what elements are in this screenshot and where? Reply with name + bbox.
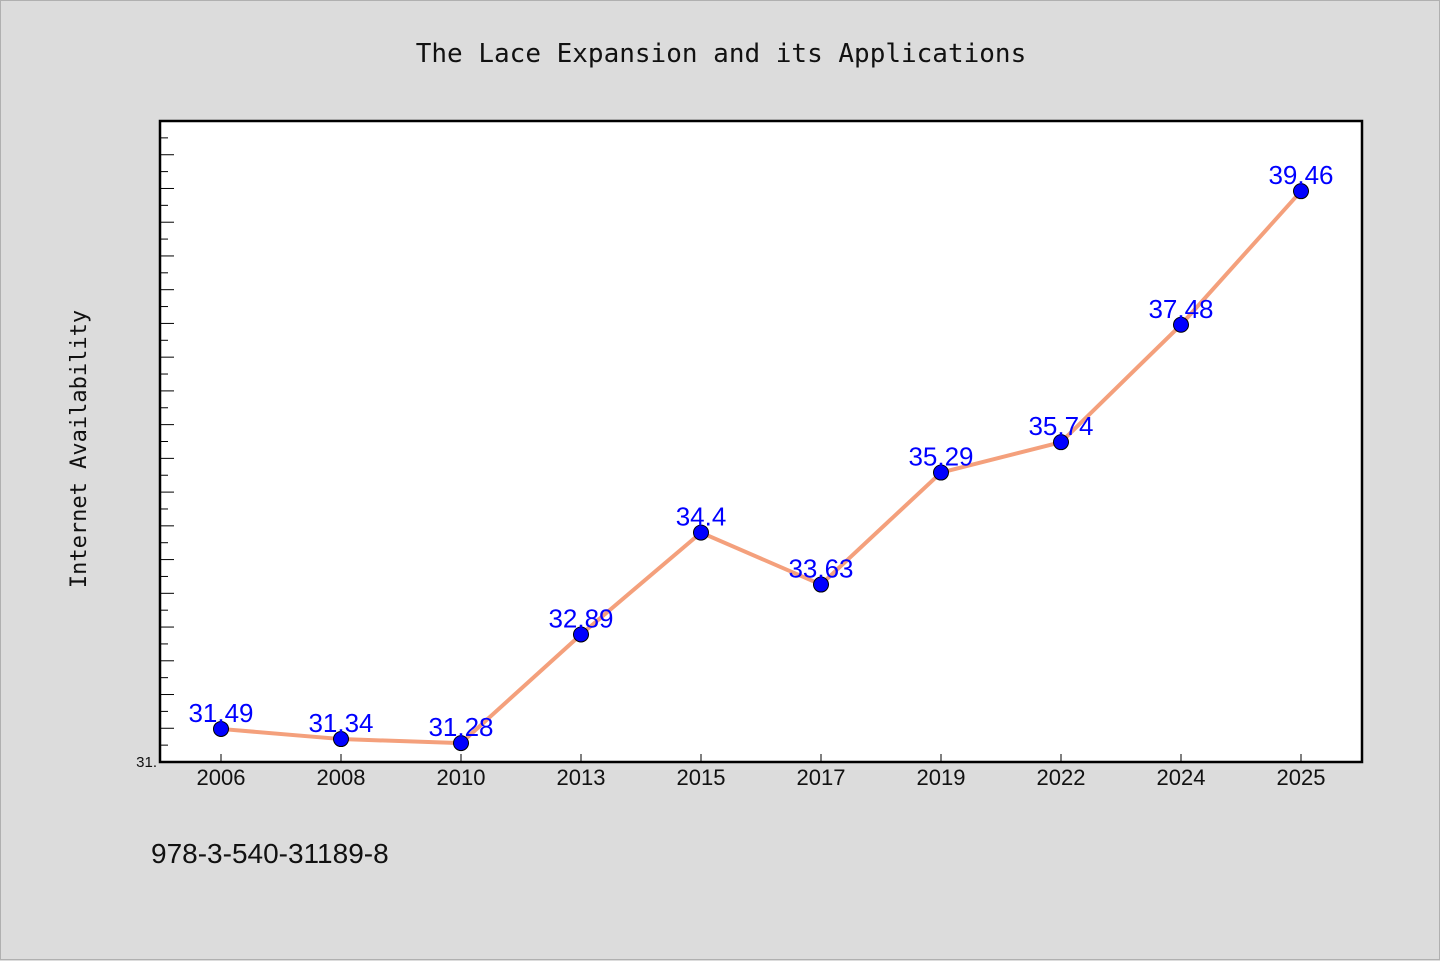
data-label: 39.46 xyxy=(1268,160,1333,190)
y-tick-label: 31. xyxy=(136,754,157,771)
data-label: 31.28 xyxy=(428,712,493,742)
chart-title: The Lace Expansion and its Applications xyxy=(416,39,1026,69)
data-point xyxy=(453,735,469,752)
data-label: 31.34 xyxy=(308,708,373,738)
data-label: 31.49 xyxy=(188,698,253,728)
x-tick-label: 2006 xyxy=(197,765,246,790)
plot-area xyxy=(158,119,1364,764)
x-tick-label: 2013 xyxy=(557,765,606,790)
data-point xyxy=(1053,434,1069,451)
x-tick-label: 2022 xyxy=(1037,765,1086,790)
data-label: 33.63 xyxy=(788,554,853,584)
y-axis-label: Internet Availability xyxy=(67,310,92,588)
x-tick-label: 2008 xyxy=(317,765,366,790)
data-point xyxy=(213,720,229,737)
data-labels-layer: 31.49 31.34 31.28 32.89 34.4 33.63 35.29 35.74 3… xyxy=(188,160,1333,742)
data-point xyxy=(813,576,829,593)
data-point xyxy=(933,464,949,481)
data-point xyxy=(573,626,589,643)
data-point xyxy=(1293,183,1309,200)
x-tick-label: 2019 xyxy=(917,765,966,790)
footnote-isbn: 978-3-540-31189-8 xyxy=(151,838,389,869)
y-axis-ticks xyxy=(160,120,174,763)
x-tick-label: 2015 xyxy=(677,765,726,790)
x-tick-label: 2017 xyxy=(797,765,846,790)
data-label: 34.4 xyxy=(676,502,727,532)
data-point xyxy=(333,731,349,748)
x-tick-label: 2024 xyxy=(1157,765,1206,790)
data-point xyxy=(693,524,709,541)
x-tick-label: 2025 xyxy=(1277,765,1326,790)
data-label: 37.48 xyxy=(1148,294,1213,324)
series-line xyxy=(219,189,1303,746)
data-label: 32.89 xyxy=(548,603,613,633)
x-axis-ticks: 2006 2008 2010 2013 2015 2017 2019 2022 2024 2025 xyxy=(197,754,1326,790)
data-point xyxy=(1173,316,1189,333)
x-tick-label: 2010 xyxy=(437,765,486,790)
data-label: 35.29 xyxy=(908,442,973,472)
series-layer xyxy=(213,183,1309,752)
data-label: 35.74 xyxy=(1028,411,1093,441)
